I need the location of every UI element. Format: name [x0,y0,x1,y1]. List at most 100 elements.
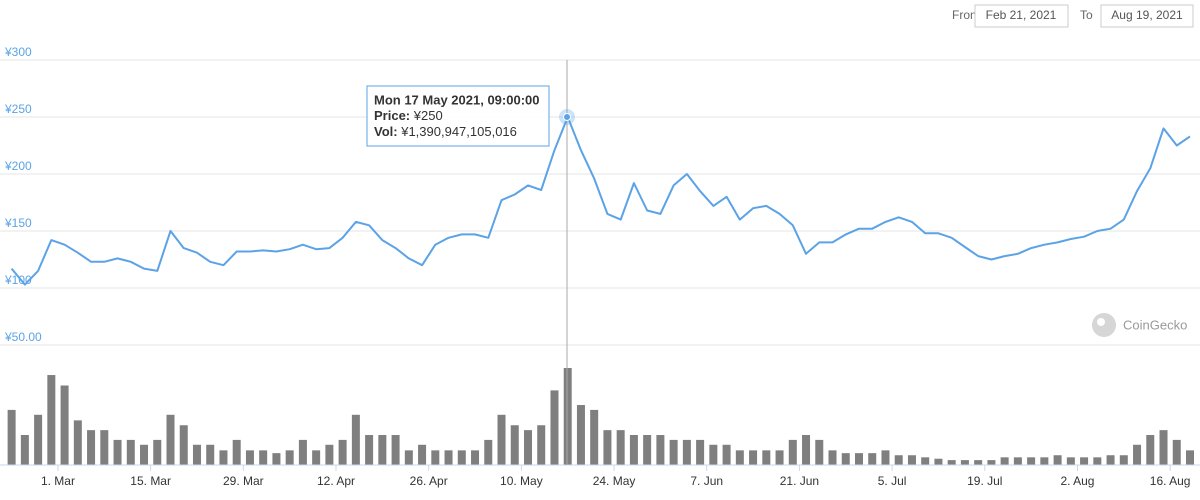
volume-bar [921,457,930,465]
volume-bar [563,368,572,465]
volume-bar [550,390,559,465]
volume-bar [709,444,718,465]
tooltip-vol-label: Vol: [374,124,398,139]
volume-bar [444,450,453,465]
volume-bar [749,450,758,465]
volume-bar [153,439,162,465]
volume-bar [682,439,691,465]
volume-bar [497,414,506,465]
volume-bar [298,439,307,465]
volume-bar [788,439,797,465]
volume-bar [1013,457,1022,465]
volume-bar [245,450,254,465]
volume-bar [722,444,731,465]
tooltip: Mon 17 May 2021, 09:00:00 Price: ¥250 Vo… [366,85,550,147]
to-label: To [1080,8,1093,22]
volume-bar [285,450,294,465]
volume-bar [100,430,109,465]
volume-bar [113,439,122,465]
from-input[interactable] [974,4,1069,28]
volume-bar [590,409,599,465]
x-tick-label: 15. Mar [130,474,171,488]
volume-bar [126,439,135,465]
volume-bar [7,409,16,465]
volume-bar [974,460,983,465]
volume-bar [232,439,241,465]
volume-bar [1080,457,1089,465]
y-tick-label: ¥250 [4,102,32,116]
volume-bar [987,460,996,465]
x-tick-label: 7. Jun [690,474,723,488]
volume-bar [1066,457,1075,465]
from-label: From [952,8,980,22]
watermark-text: CoinGecko [1123,317,1187,332]
volume-bar [259,450,268,465]
volume-bar [643,435,652,465]
volume-bar [272,453,281,465]
x-tick-label: 24. May [593,474,636,488]
volume-bar [1053,455,1062,465]
volume-bar [404,450,413,465]
volume-bar [576,405,585,465]
tooltip-price-row: Price: ¥250 [374,108,443,123]
volume-bar [1146,435,1155,465]
x-tick-label: 16. Aug [1150,474,1191,488]
volume-bar [457,450,466,465]
volume-bar [537,425,546,465]
volume-bar [351,414,360,465]
volume-bar [934,458,943,465]
volume-bar [616,430,625,465]
volume-bar [365,435,374,465]
volume-bar [140,444,149,465]
watermark: CoinGecko [1092,313,1187,337]
volume-bar [1133,444,1142,465]
volume-bar [868,453,877,465]
volume-bar [1027,457,1036,465]
volume-bar [87,430,96,465]
volume-bar [60,385,69,465]
volume-bar [338,439,347,465]
volume-bar [1119,455,1128,465]
volume-bar [34,414,43,465]
volume-bar [166,414,175,465]
volume-bar [669,439,678,465]
x-tick-label: 12. Apr [317,474,355,488]
x-tick-label: 21. Jun [780,474,819,488]
volume-bar [802,435,811,465]
volume-bar [775,450,784,465]
tooltip-vol-row: Vol: ¥1,390,947,105,016 [374,124,517,139]
volume-bar [192,444,201,465]
volume-bar [1186,450,1194,465]
volume-bar [947,460,956,465]
volume-bar [418,444,427,465]
volume-bar [1106,455,1115,465]
from-date[interactable]: Feb 21, 2021 [986,8,1057,22]
volume-bar [73,420,82,465]
x-tick-label: 2. Aug [1060,474,1094,488]
x-tick-label: 10. May [500,474,543,488]
volume-bar [629,435,638,465]
tooltip-vol: ¥1,390,947,105,016 [400,124,517,139]
volume-bar [179,425,188,465]
volume-bar [1172,439,1181,465]
volume-bar [1000,457,1009,465]
volume-bar [907,455,916,465]
volume-bar [219,450,228,465]
price-line [10,116,1191,286]
volume-bar [206,444,215,465]
to-input[interactable] [1100,4,1194,28]
to-date[interactable]: Aug 19, 2021 [1111,8,1183,22]
volume-bar [510,425,519,465]
volume-bar [696,439,705,465]
tooltip-box [366,85,550,147]
tooltip-price: ¥250 [413,108,443,123]
volume-bar [312,450,321,465]
volume-bar [523,430,532,465]
volume-bar [1040,457,1049,465]
volume-bar [894,455,903,465]
volume-bar [471,450,480,465]
volume-bar [378,435,387,465]
volume-bar [815,439,824,465]
volume-bar [960,460,969,465]
